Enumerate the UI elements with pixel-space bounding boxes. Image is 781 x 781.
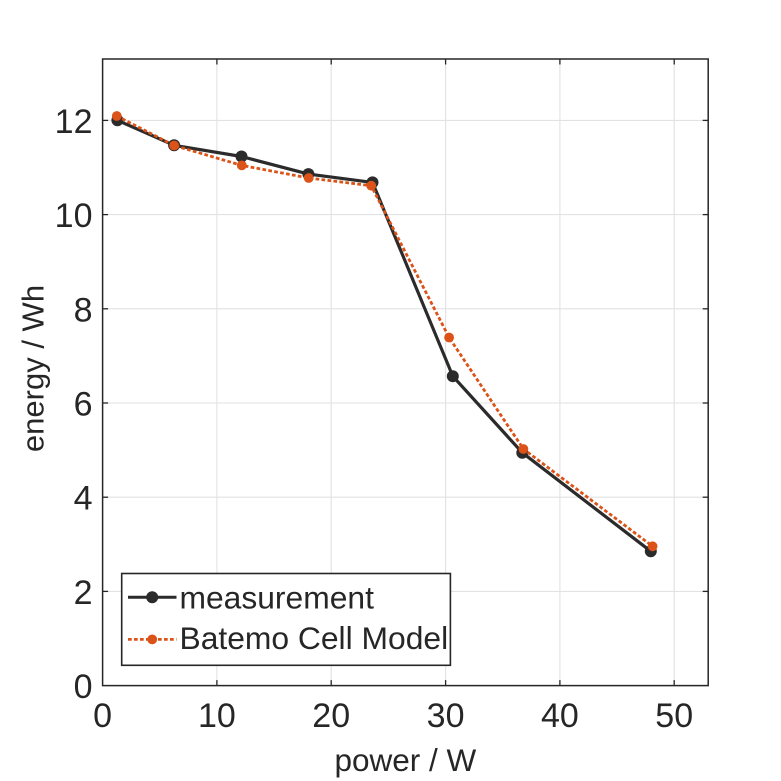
svg-text:2: 2: [74, 574, 93, 612]
svg-text:4: 4: [74, 480, 93, 518]
svg-text:10: 10: [55, 197, 93, 235]
svg-text:12: 12: [55, 103, 93, 141]
svg-text:0: 0: [74, 668, 93, 706]
svg-text:20: 20: [312, 697, 350, 735]
svg-text:measurement: measurement: [180, 580, 375, 616]
svg-text:0: 0: [93, 697, 112, 735]
svg-text:Batemo Cell Model: Batemo Cell Model: [180, 620, 449, 656]
svg-text:10: 10: [198, 697, 236, 735]
svg-text:30: 30: [427, 697, 465, 735]
svg-text:power / W: power / W: [335, 742, 477, 778]
svg-text:6: 6: [74, 386, 93, 424]
svg-text:energy / Wh: energy / Wh: [16, 285, 51, 452]
svg-text:8: 8: [74, 291, 93, 329]
svg-text:50: 50: [655, 697, 693, 735]
svg-text:40: 40: [541, 697, 579, 735]
